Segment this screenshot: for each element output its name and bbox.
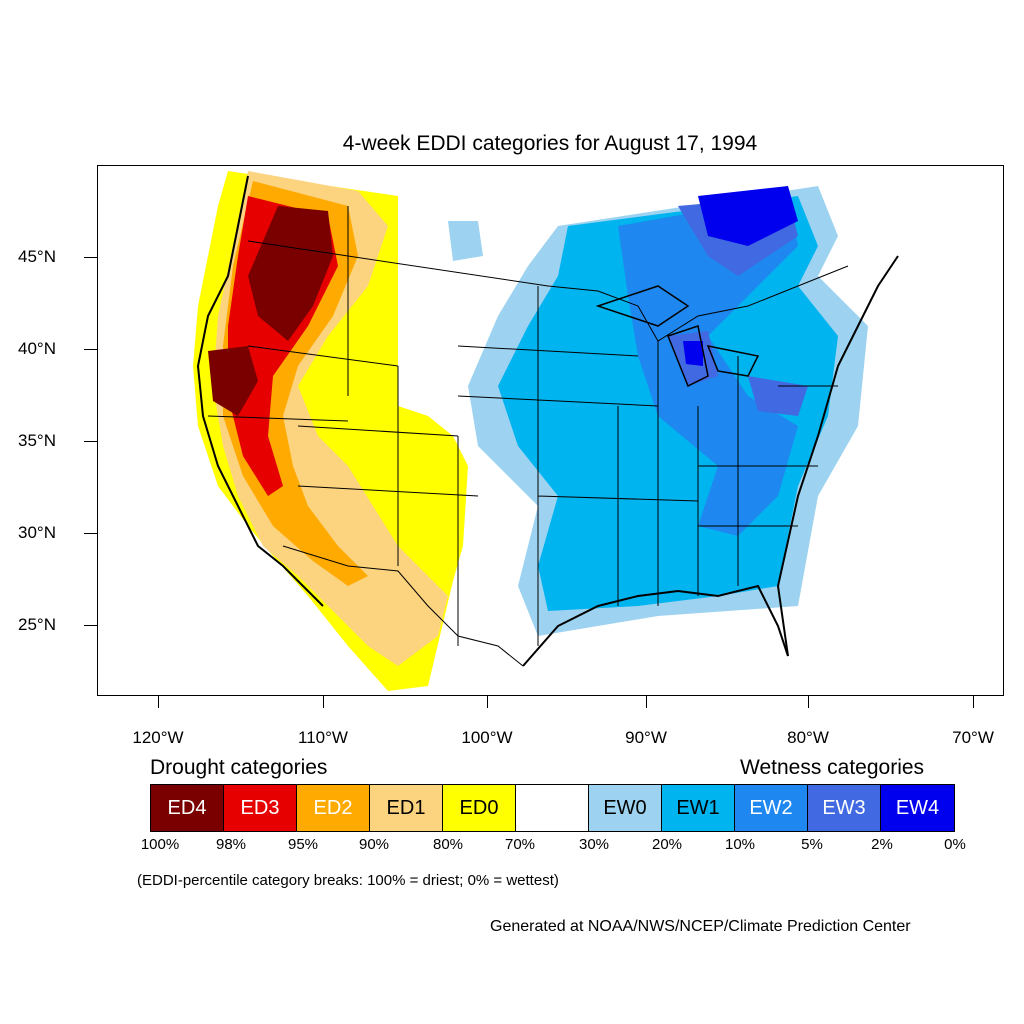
drought-heading: Drought categories	[150, 756, 328, 779]
break-label: 70%	[504, 836, 536, 853]
lon-label-100w: 100°W	[461, 728, 513, 747]
lon-label-110w: 110°W	[298, 728, 348, 747]
break-label: 30%	[578, 836, 610, 853]
break-label: 95%	[287, 836, 319, 853]
state-lines-e	[698, 356, 838, 586]
legend-swatch-ew4: EW4	[881, 785, 954, 831]
ed4-region	[208, 206, 333, 416]
lon-label-70w: 70°W	[952, 728, 994, 747]
legend-swatch-ew0: EW0	[589, 785, 662, 831]
lon-tick	[158, 696, 159, 708]
legend-swatch-ed1: ED1	[370, 785, 443, 831]
lat-tick	[84, 441, 97, 442]
lon-tick	[973, 696, 974, 708]
map-panel	[97, 165, 1004, 696]
lon-tick	[323, 696, 324, 708]
credit-line: Generated at NOAA/NWS/NCEP/Climate Predi…	[490, 918, 911, 935]
legend-swatch-ed0: ED0	[443, 785, 516, 831]
ew4-region	[683, 186, 798, 366]
break-label: 5%	[801, 836, 823, 853]
legend-swatch-ed3: ED3	[224, 785, 297, 831]
legend-swatch-ew2: EW2	[735, 785, 808, 831]
lon-label-90w: 90°W	[625, 728, 667, 747]
ew0-region-nw	[448, 221, 483, 261]
lat-label-35: 35°N	[18, 431, 56, 450]
lat-tick	[84, 533, 97, 534]
break-label: 0%	[944, 836, 966, 853]
break-label: 20%	[651, 836, 683, 853]
state-lines-c	[457, 286, 699, 646]
break-label: 100%	[140, 836, 180, 853]
lon-tick	[487, 696, 488, 708]
eddi-map	[193, 171, 899, 691]
break-label: 90%	[358, 836, 390, 853]
lon-tick	[646, 696, 647, 708]
lon-label-120w: 120°W	[132, 728, 184, 747]
lon-tick	[808, 696, 809, 708]
lat-label-30: 30°N	[18, 523, 56, 542]
gulf-coast	[522, 584, 789, 667]
break-label: 80%	[432, 836, 464, 853]
lat-label-45: 45°N	[18, 247, 56, 266]
great-lakes	[595, 285, 760, 388]
lat-tick	[84, 625, 97, 626]
coastline-west	[196, 175, 324, 607]
lat-tick	[84, 257, 97, 258]
category-legend: ED4 ED3 ED2 ED1 ED0 EW0 EW1 EW2 EW3 EW4	[150, 784, 955, 832]
category-note: (EDDI-percentile category breaks: 100% =…	[137, 872, 559, 889]
east-coast	[776, 255, 899, 657]
legend-swatch-ed4: ED4	[151, 785, 224, 831]
drought-regions	[193, 171, 468, 691]
lat-label-40: 40°N	[18, 339, 56, 358]
us-mexico-border	[282, 545, 524, 667]
lon-label-80w: 80°W	[787, 728, 829, 747]
state-lines-w	[207, 206, 479, 646]
legend-swatch-neutral	[516, 785, 589, 831]
wetness-heading: Wetness categories	[740, 756, 925, 779]
legend-swatch-ew3: EW3	[808, 785, 881, 831]
break-label: 10%	[724, 836, 756, 853]
lat-tick	[84, 349, 97, 350]
boundaries	[196, 175, 899, 667]
break-label: 98%	[215, 836, 247, 853]
map-title: 4-week EDDI categories for August 17, 19…	[342, 132, 758, 155]
lat-label-25: 25°N	[18, 615, 56, 634]
legend-swatch-ew1: EW1	[662, 785, 735, 831]
legend-swatch-ed2: ED2	[297, 785, 370, 831]
break-label: 2%	[871, 836, 893, 853]
